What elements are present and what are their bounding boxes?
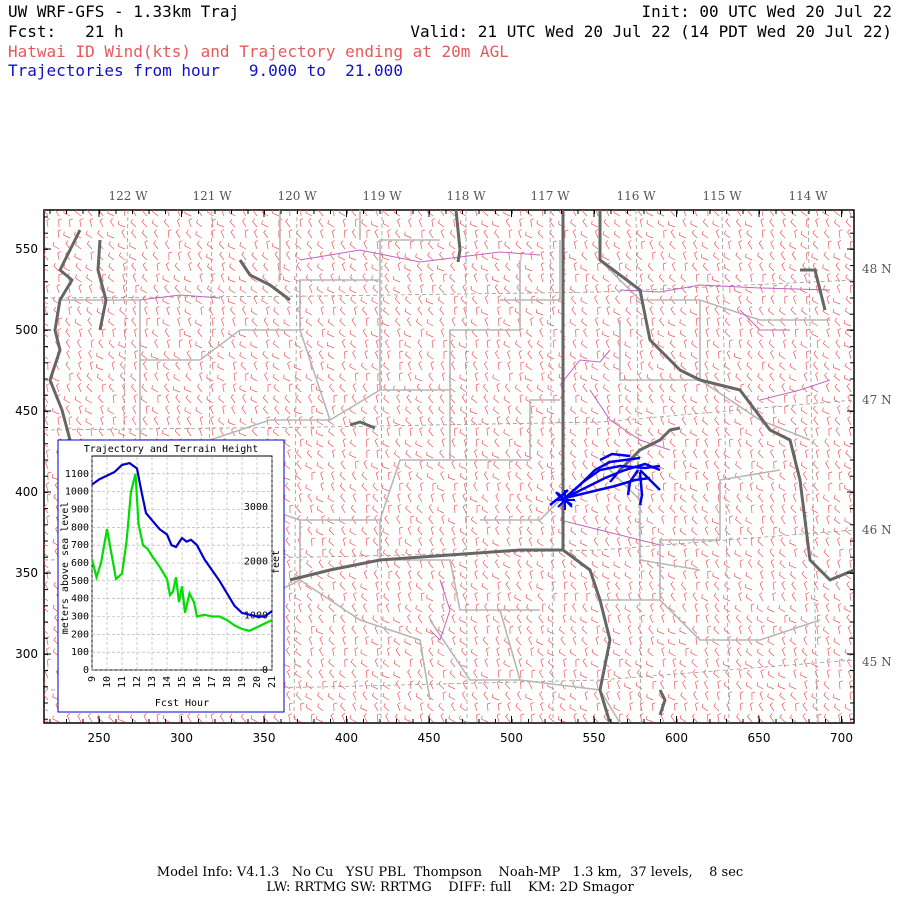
inset-x-tick: 10 xyxy=(102,676,113,688)
y-tick-label: 300 xyxy=(15,647,38,661)
longitude-label: 119 W xyxy=(362,189,402,203)
x-tick-label: 600 xyxy=(665,731,688,745)
inset-x-label: Fcst Hour xyxy=(155,698,209,709)
county-boundaries xyxy=(60,210,830,723)
inset-x-tick: 9 xyxy=(87,676,98,682)
latitude-labels: 48 N 47 N 46 N 45 N xyxy=(862,262,892,669)
latitude-label: 47 N xyxy=(862,393,892,407)
inset-x-tick: 15 xyxy=(177,676,188,688)
inset-y-tick: 1000 xyxy=(65,487,89,498)
inset-y-tick: 1100 xyxy=(65,469,89,480)
inset-y-tick: 800 xyxy=(71,522,89,533)
x-tick-label: 650 xyxy=(748,731,771,745)
inset-x-tick: 18 xyxy=(222,676,233,688)
forecast-hour: Fcst: 21 h xyxy=(8,22,124,41)
inset-y-label: meters above sea level xyxy=(60,502,71,634)
y-tick-label: 350 xyxy=(15,566,38,580)
x-tick-label: 350 xyxy=(253,731,276,745)
trajectories xyxy=(549,452,661,507)
field-description: Hatwai ID Wind(kts) and Trajectory endin… xyxy=(8,42,509,61)
y-axis-labels: 550 500 450 400 350 300 xyxy=(15,242,38,661)
longitude-label: 120 W xyxy=(277,189,317,203)
x-tick-label: 500 xyxy=(500,731,523,745)
inset-y-tick: 900 xyxy=(71,505,89,516)
longitude-label: 117 W xyxy=(530,189,570,203)
state-boundaries xyxy=(48,210,854,723)
trajectory-range: Trajectories from hour 9.000 to 21.000 xyxy=(8,61,403,80)
y-tick-label: 450 xyxy=(15,404,38,418)
inset-x-tick: 19 xyxy=(237,676,248,688)
inset-y-tick: 0 xyxy=(83,665,89,676)
latitude-label: 48 N xyxy=(862,262,892,276)
x-axis-labels: 250 300 350 400 450 500 550 600 650 700 xyxy=(88,731,853,745)
valid-time: Valid: 21 UTC Wed 20 Jul 22 (14 PDT Wed … xyxy=(410,22,892,41)
longitude-label: 115 W xyxy=(702,189,742,203)
inset-y-tick-feet: 2000 xyxy=(244,556,268,567)
inset-y-ticks: 0 100 200 300 400 500 600 700 800 900 1000 1100 xyxy=(65,469,89,676)
inset-series-line xyxy=(90,473,273,632)
x-tick-label: 700 xyxy=(830,731,853,745)
longitude-label: 116 W xyxy=(616,189,656,203)
roads xyxy=(139,249,831,641)
inset-y-tick: 200 xyxy=(71,629,89,640)
y-tick-label: 550 xyxy=(15,242,38,256)
trajectory-endpoint xyxy=(555,490,575,510)
inset-y-tick: 300 xyxy=(71,612,89,623)
x-tick-label: 550 xyxy=(583,731,606,745)
inset-x-tick: 16 xyxy=(192,676,203,688)
frame-ticks xyxy=(44,210,854,723)
latitude-label: 45 N xyxy=(862,655,892,669)
longitude-label: 122 W xyxy=(108,189,148,203)
model-info: Model Info: V4.1.3 No Cu YSU PBL Thompso… xyxy=(156,865,744,880)
inset-x-tick: 12 xyxy=(132,676,143,688)
longitude-label: 114 W xyxy=(788,189,828,203)
inset-x-tick: 17 xyxy=(207,676,218,688)
inset-x-tick: 14 xyxy=(162,676,173,688)
inset-y-tick: 600 xyxy=(71,558,89,569)
inset-x-tick: 11 xyxy=(117,676,128,688)
inset-x-tick: 13 xyxy=(147,676,158,688)
inset-x-tick: 20 xyxy=(252,676,263,688)
y-tick-label: 500 xyxy=(15,323,38,337)
x-tick-label: 450 xyxy=(418,731,441,745)
longitude-label: 121 W xyxy=(192,189,232,203)
init-time: Init: 00 UTC Wed 20 Jul 22 xyxy=(641,2,892,21)
inset-y-label-right: feet xyxy=(271,550,282,574)
inset-y-tick-feet: 0 xyxy=(262,665,268,676)
trajectory-height-inset: Trajectory and Terrain Height 0100200300… xyxy=(57,439,285,713)
geography xyxy=(44,210,854,723)
inset-y-tick: 500 xyxy=(71,576,89,587)
x-tick-label: 300 xyxy=(170,731,193,745)
inset-title: Trajectory and Terrain Height xyxy=(84,444,259,455)
inset-y-tick: 100 xyxy=(71,647,89,658)
inset-y-tick: 700 xyxy=(71,540,89,551)
x-tick-label: 250 xyxy=(88,731,111,745)
longitude-labels: 122 W 121 W 120 W 119 W 118 W 117 W 116 W 115 W… xyxy=(108,189,828,203)
y-tick-label: 400 xyxy=(15,485,38,499)
physics-info: LW: RRTMG SW: RRTMG DIFF: full KM: 2D Sm… xyxy=(266,880,634,895)
inset-x-tick: 21 xyxy=(267,676,278,688)
inset-series-line xyxy=(91,461,273,618)
longitude-label: 118 W xyxy=(446,189,486,203)
inset-x-ticks: 9 10 11 12 13 14 15 16 17 18 19 20 21 xyxy=(87,676,278,688)
inset-series xyxy=(90,461,273,632)
x-tick-label: 400 xyxy=(335,731,358,745)
inset-y-tick: 400 xyxy=(71,594,89,605)
latitude-label: 46 N xyxy=(862,523,892,537)
map-title: UW WRF-GFS - 1.33km Traj xyxy=(8,2,240,21)
inset-y-tick-feet: 3000 xyxy=(244,502,268,513)
